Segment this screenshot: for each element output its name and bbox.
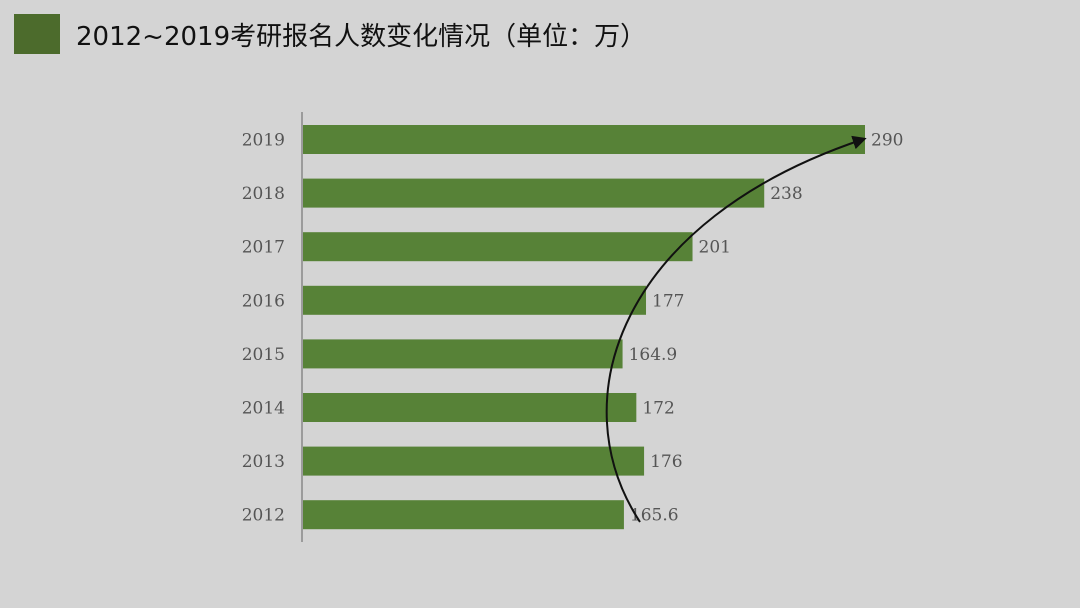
bar-2014: [303, 393, 637, 422]
y-tick-label-2017: 2017: [242, 238, 285, 258]
bar-2012: [303, 500, 624, 530]
value-label-2012: 165.6: [630, 506, 679, 526]
bar-2015: [303, 339, 623, 369]
trend-arrow: [605, 135, 867, 523]
bar-2019: [303, 125, 865, 154]
y-tick-label-2013: 2013: [242, 452, 285, 472]
y-tick-label-2016: 2016: [242, 291, 285, 311]
chart-header: 2012~2019考研报名人数变化情况（单位：万）: [14, 14, 646, 54]
y-tick-label-2012: 2012: [242, 506, 285, 526]
y-tick-label-2018: 2018: [242, 184, 285, 204]
bar-2016: [303, 285, 647, 315]
bar-2017: [303, 232, 693, 262]
value-label-2019: 290: [871, 131, 903, 151]
title-swatch: [14, 14, 60, 54]
chart-title: 2012~2019考研报名人数变化情况（单位：万）: [76, 21, 647, 52]
y-tick-label-2019: 2019: [242, 131, 285, 151]
value-label-2013: 176: [650, 452, 682, 472]
bar-2018: [303, 178, 765, 208]
y-tick-label-2015: 2015: [242, 345, 285, 365]
value-label-2015: 164.9: [629, 345, 678, 365]
bar-2013: [303, 446, 645, 476]
value-label-2016: 177: [652, 291, 684, 311]
value-label-2018: 238: [770, 184, 802, 204]
value-label-2014: 172: [642, 399, 674, 419]
bars-layer: 2019 290 2018 238 2017 201 2016 177 2015 164.9 201…: [242, 125, 903, 530]
value-label-2017: 201: [699, 238, 731, 258]
y-tick-label-2014: 2014: [242, 399, 285, 419]
